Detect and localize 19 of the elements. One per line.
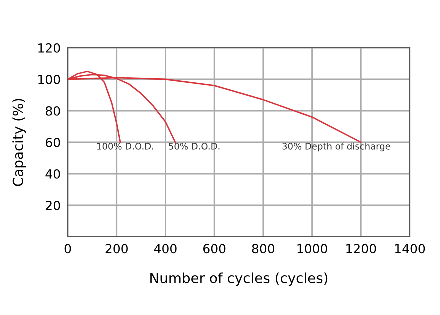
y-tick-label: 80: [46, 106, 60, 116]
y-tick-label: 40: [46, 169, 60, 179]
x-tick-label: 1000: [298, 244, 328, 254]
x-tick-label: 1400: [395, 244, 426, 254]
annotation: 30% Depth of discharge: [282, 142, 390, 152]
x-tick-label: 800: [252, 244, 275, 254]
x-tick-label: 400: [154, 244, 177, 254]
x-axis-title: Number of cycles (cycles): [150, 272, 328, 286]
annotation: 100% D.O.D.: [97, 143, 154, 150]
annotation: 50% D.O.D.: [169, 143, 220, 150]
y-tick-label: 100: [38, 74, 60, 84]
x-tick-label: 600: [204, 244, 226, 254]
x-tick-label: 0: [64, 244, 72, 254]
y-tick-label: 20: [46, 200, 60, 210]
x-tick-label: 1200: [346, 244, 376, 254]
y-axis-title: Capacity (%): [12, 99, 26, 186]
x-tick-label: 200: [106, 244, 128, 254]
y-tick-label: 60: [46, 138, 60, 148]
y-tick-label: 120: [38, 43, 60, 53]
